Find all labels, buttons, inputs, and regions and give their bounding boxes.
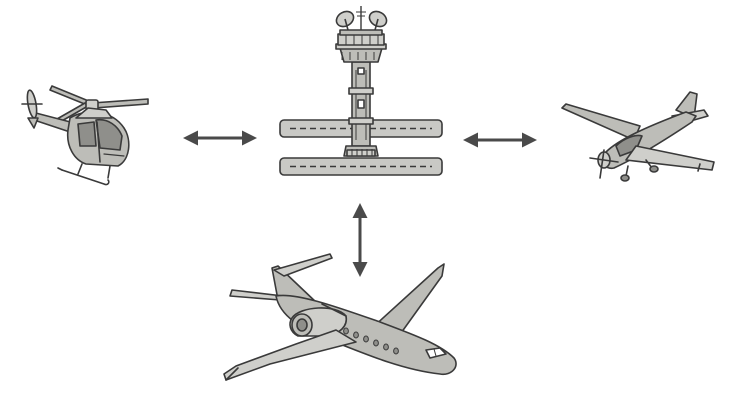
jet-icon — [223, 253, 457, 381]
helicopter-icon — [21, 85, 149, 186]
runway-bottom — [279, 157, 443, 176]
control-tower-icon — [279, 6, 443, 176]
propeller-plane-icon — [561, 91, 715, 182]
